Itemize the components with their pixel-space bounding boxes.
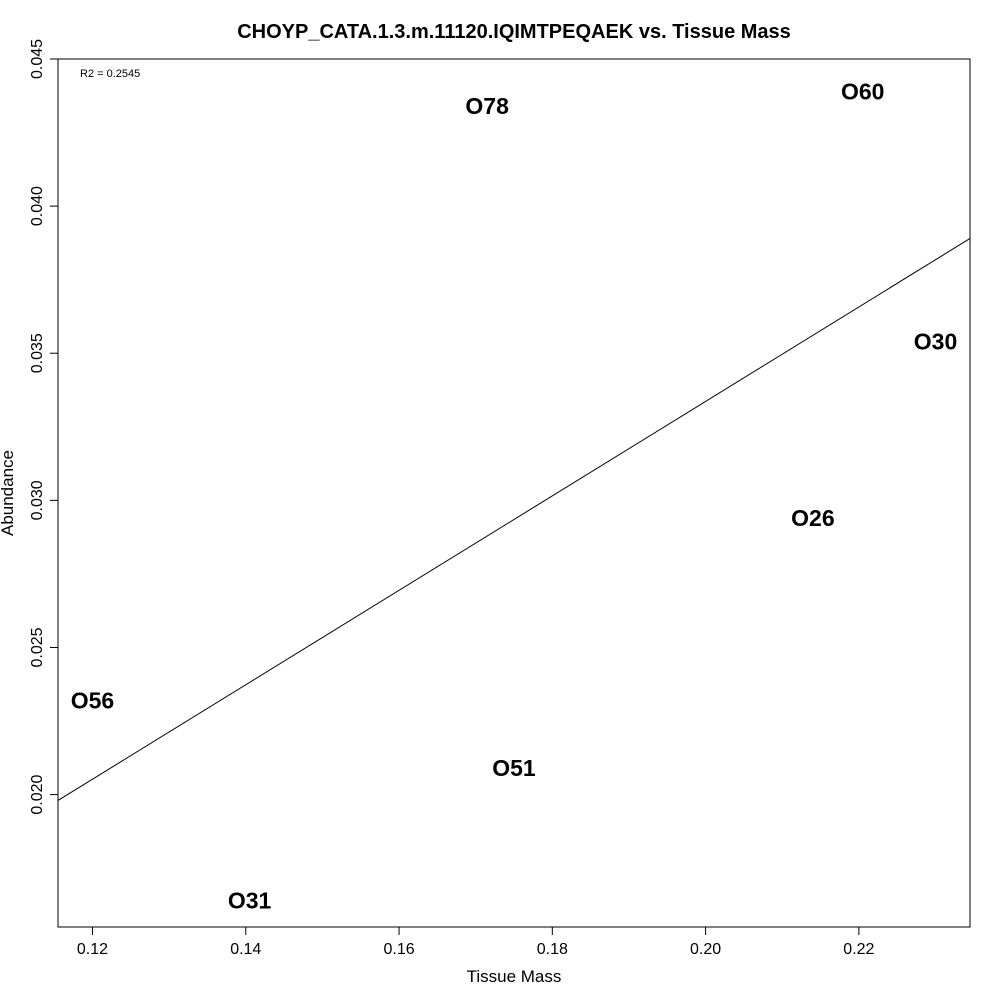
point-label-o26: O26 (791, 505, 834, 531)
x-axis-label: Tissue Mass (467, 967, 562, 986)
y-tick-label: 0.035 (29, 333, 46, 373)
x-tick-label: 0.20 (690, 941, 721, 958)
y-axis-label: Abundance (0, 450, 17, 536)
r2-annotation: R2 = 0.2545 (80, 68, 140, 80)
y-tick-label: 0.020 (29, 774, 46, 814)
y-axis: 0.020 0.025 0.030 0.035 0.040 0.045 (29, 39, 59, 815)
x-tick-label: 0.22 (843, 941, 874, 958)
y-tick-label: 0.025 (29, 627, 46, 667)
data-points: O78 O60 O30 O26 O56 O51 O31 (71, 78, 958, 913)
point-label-o60: O60 (841, 78, 884, 104)
point-label-o51: O51 (492, 755, 536, 781)
regression-line (57, 238, 971, 801)
x-axis: 0.12 0.14 0.16 0.18 0.20 0.22 (77, 926, 875, 958)
y-tick-label: 0.045 (29, 39, 46, 79)
x-tick-label: 0.12 (77, 941, 108, 958)
x-tick-label: 0.14 (230, 941, 261, 958)
x-tick-label: 0.18 (537, 941, 568, 958)
y-tick-label: 0.040 (29, 186, 46, 226)
point-label-o56: O56 (71, 687, 114, 713)
point-label-o31: O31 (228, 888, 272, 914)
y-tick-label: 0.030 (29, 480, 46, 520)
point-label-o78: O78 (465, 93, 509, 119)
x-tick-label: 0.16 (383, 941, 414, 958)
point-label-o30: O30 (914, 328, 957, 354)
plot-frame (57, 58, 971, 928)
chart-title: CHOYP_CATA.1.3.m.11120.IQIMTPEQAEK vs. T… (237, 21, 791, 43)
